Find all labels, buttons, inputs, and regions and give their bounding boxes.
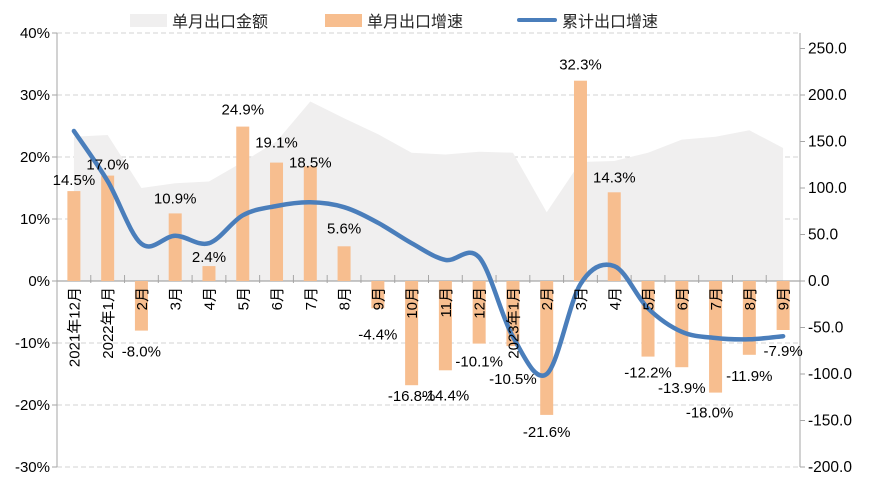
bar (202, 266, 216, 281)
left-axis-label: 40% (20, 25, 50, 42)
bar (607, 192, 621, 281)
bar (337, 246, 351, 281)
x-axis-label: 5月 (641, 287, 658, 310)
x-axis-label: 2023年1月 (505, 287, 522, 359)
bar (540, 281, 554, 415)
right-axis-label: -100.0 (808, 366, 852, 383)
x-axis-label: 2月 (539, 287, 556, 310)
x-axis-label: 9月 (776, 287, 793, 310)
x-axis-label: 3月 (168, 287, 185, 310)
x-axis-label: 12月 (472, 287, 489, 319)
x-axis-label: 3月 (573, 287, 590, 310)
left-axis-label: 20% (20, 149, 50, 166)
bar (134, 281, 148, 331)
right-axis-label: 200.0 (808, 87, 847, 104)
bar (472, 281, 486, 344)
left-axis-label: -30% (15, 459, 50, 476)
bar (405, 281, 419, 386)
right-axis-label: 0.0 (808, 273, 830, 290)
x-axis-label: 7月 (708, 287, 725, 310)
bar-data-label: 24.9% (222, 102, 265, 119)
bar-data-label: -10.1% (455, 354, 503, 371)
bar-data-label: -16.8% (388, 388, 436, 405)
x-axis-label: 7月 (303, 287, 320, 310)
bar (303, 166, 317, 281)
x-axis-label: 5月 (235, 287, 252, 310)
bar-data-label: -18.0% (686, 405, 734, 422)
x-axis-label: 6月 (674, 287, 691, 310)
left-axis-label: 30% (20, 87, 50, 104)
line-series-cumulative-export-growth (71, 128, 786, 378)
bar (168, 213, 182, 281)
right-axis-label: -200.0 (808, 459, 852, 476)
legend-label: 单月出口增速 (367, 14, 464, 31)
legend: 单月出口金额 单月出口增速 累计出口增速 (0, 8, 873, 32)
x-axis-label: 9月 (370, 287, 387, 310)
bar-data-label: 19.1% (255, 135, 298, 152)
bar-data-label: 32.3% (559, 57, 602, 74)
bar (236, 126, 250, 281)
bar-data-label: -21.6% (523, 424, 571, 441)
right-axis-label: 50.0 (808, 227, 839, 244)
bar-data-label: -14.4% (422, 387, 470, 404)
bar (67, 191, 81, 281)
x-axis-label: 6月 (269, 287, 286, 310)
x-axis-label: 11月 (438, 287, 455, 318)
bar-data-label: -4.4% (358, 326, 397, 343)
bar (776, 281, 790, 330)
x-axis-label: 4月 (607, 287, 624, 310)
x-axis-label: 2021年12月 (66, 287, 83, 367)
bar-data-label: 17.0% (86, 157, 129, 174)
bar-data-label: 2.4% (192, 249, 226, 266)
bar-swatch-icon (325, 13, 362, 27)
bar-data-label: -12.2% (624, 365, 672, 382)
x-axis-label: 2022年1月 (100, 287, 117, 359)
bar-data-label: -10.5% (489, 371, 537, 388)
x-axis-label: 10月 (404, 287, 421, 319)
bar (438, 281, 452, 371)
area-series-monthly-export-value (73, 101, 784, 281)
bar-data-label: 10.9% (154, 190, 197, 207)
right-axis-label: -150.0 (808, 413, 852, 430)
x-axis-label: 4月 (202, 287, 219, 310)
bar-data-label: -8.0% (122, 344, 161, 361)
legend-label: 累计出口增速 (562, 14, 659, 31)
bar-data-label: 14.5% (53, 172, 96, 189)
bar-data-label: -13.9% (658, 380, 706, 397)
bar (641, 281, 655, 357)
x-axis-label: 8月 (742, 287, 759, 310)
left-axis-label: -10% (15, 335, 50, 352)
bar (101, 175, 115, 281)
bar-data-label: -7.9% (764, 343, 803, 360)
left-axis-label: 0% (28, 273, 50, 290)
x-axis-label: 2月 (134, 287, 151, 310)
bar (675, 281, 689, 368)
bar (270, 162, 284, 281)
x-axis-label: 8月 (337, 287, 354, 310)
bar-data-label: -11.9% (726, 368, 772, 385)
bar-data-label: 18.5% (289, 154, 332, 171)
right-axis-label: -50.0 (808, 320, 844, 337)
left-axis-label: 10% (20, 211, 50, 228)
area-swatch-icon (130, 13, 167, 27)
right-axis-label: 150.0 (808, 134, 847, 151)
line-swatch-icon (517, 17, 557, 23)
bar-data-label: 5.6% (327, 220, 361, 237)
bar (742, 281, 756, 355)
legend-item-monthly-export-value: 单月出口金额 (130, 8, 268, 32)
left-axis-label: -20% (15, 397, 50, 414)
legend-label: 单月出口金额 (172, 14, 269, 31)
bar (371, 281, 385, 309)
right-axis-label: 250.0 (808, 41, 847, 58)
bar (573, 80, 587, 281)
right-axis-label: 100.0 (808, 180, 847, 197)
legend-item-cumulative-export-growth: 累计出口增速 (517, 8, 658, 32)
bar-data-label: 14.3% (593, 169, 636, 186)
legend-item-monthly-export-growth: 单月出口增速 (325, 8, 463, 32)
